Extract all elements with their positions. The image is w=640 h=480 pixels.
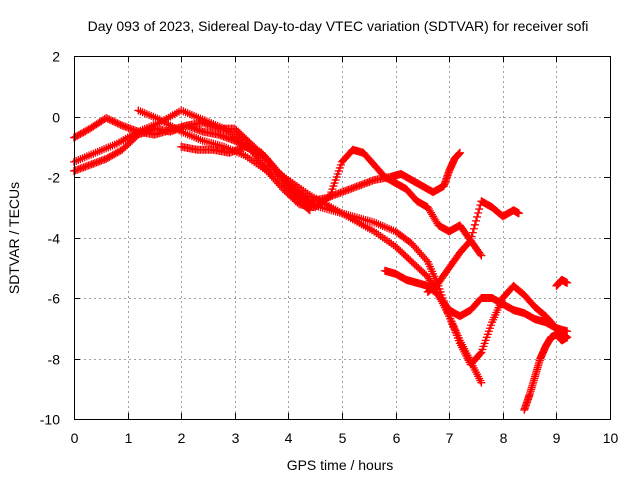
data-point [472,216,480,225]
data-point [477,378,486,387]
series-arc-6 [327,145,523,245]
x-tick-label: 8 [500,430,508,446]
y-tick-labels: -10 -8 -6 -4 -2 0 2 [40,49,60,428]
data-point [304,205,313,214]
data-point [473,212,482,221]
chart-title: Day 093 of 2023, Sidereal Day-to-day VTE… [88,18,589,34]
x-tick-label: 6 [393,430,401,446]
data-point [470,220,479,229]
x-tick-label: 9 [553,430,561,446]
grid-lines [74,56,610,419]
data-point [474,208,483,217]
y-tick-label: -2 [48,170,61,186]
y-tick-label: -4 [48,231,61,247]
x-axis-label: GPS time / hours [287,457,394,473]
data-points [70,106,572,414]
series-arc-5 [177,142,464,206]
series-arc-10 [552,275,572,290]
series-arc-9 [520,330,572,414]
series-arc-8 [423,236,486,296]
series-arc-4 [134,106,572,369]
x-tick-label: 5 [339,430,347,446]
y-axis-label: SDTVAR / TECUs [6,182,22,294]
x-tick-label: 4 [285,430,293,446]
data-point [563,278,572,287]
x-tick-label: 7 [446,430,454,446]
data-point [563,333,572,342]
x-tick-label: 10 [603,430,619,446]
series-arc-3 [70,106,572,336]
y-tick-label: -10 [40,412,60,428]
x-tick-labels: 0 1 2 3 4 5 6 7 8 9 10 [71,430,619,446]
data-point [476,250,485,259]
data-point [422,255,431,264]
data-point [455,148,464,157]
data-point [477,251,486,260]
x-tick-label: 1 [125,430,133,446]
x-tick-label: 0 [71,430,79,446]
y-tick-label: -8 [48,352,61,368]
data-point [514,209,523,218]
data-point [469,224,478,233]
x-tick-label: 3 [232,430,240,446]
x-tick-label: 2 [178,430,186,446]
y-tick-label: -6 [48,291,61,307]
y-tick-label: 0 [52,110,60,126]
y-tick-label: 2 [52,49,60,65]
data-point [468,228,477,237]
axis-ticks [74,56,611,420]
data-point [475,205,484,214]
data-point [476,349,485,358]
